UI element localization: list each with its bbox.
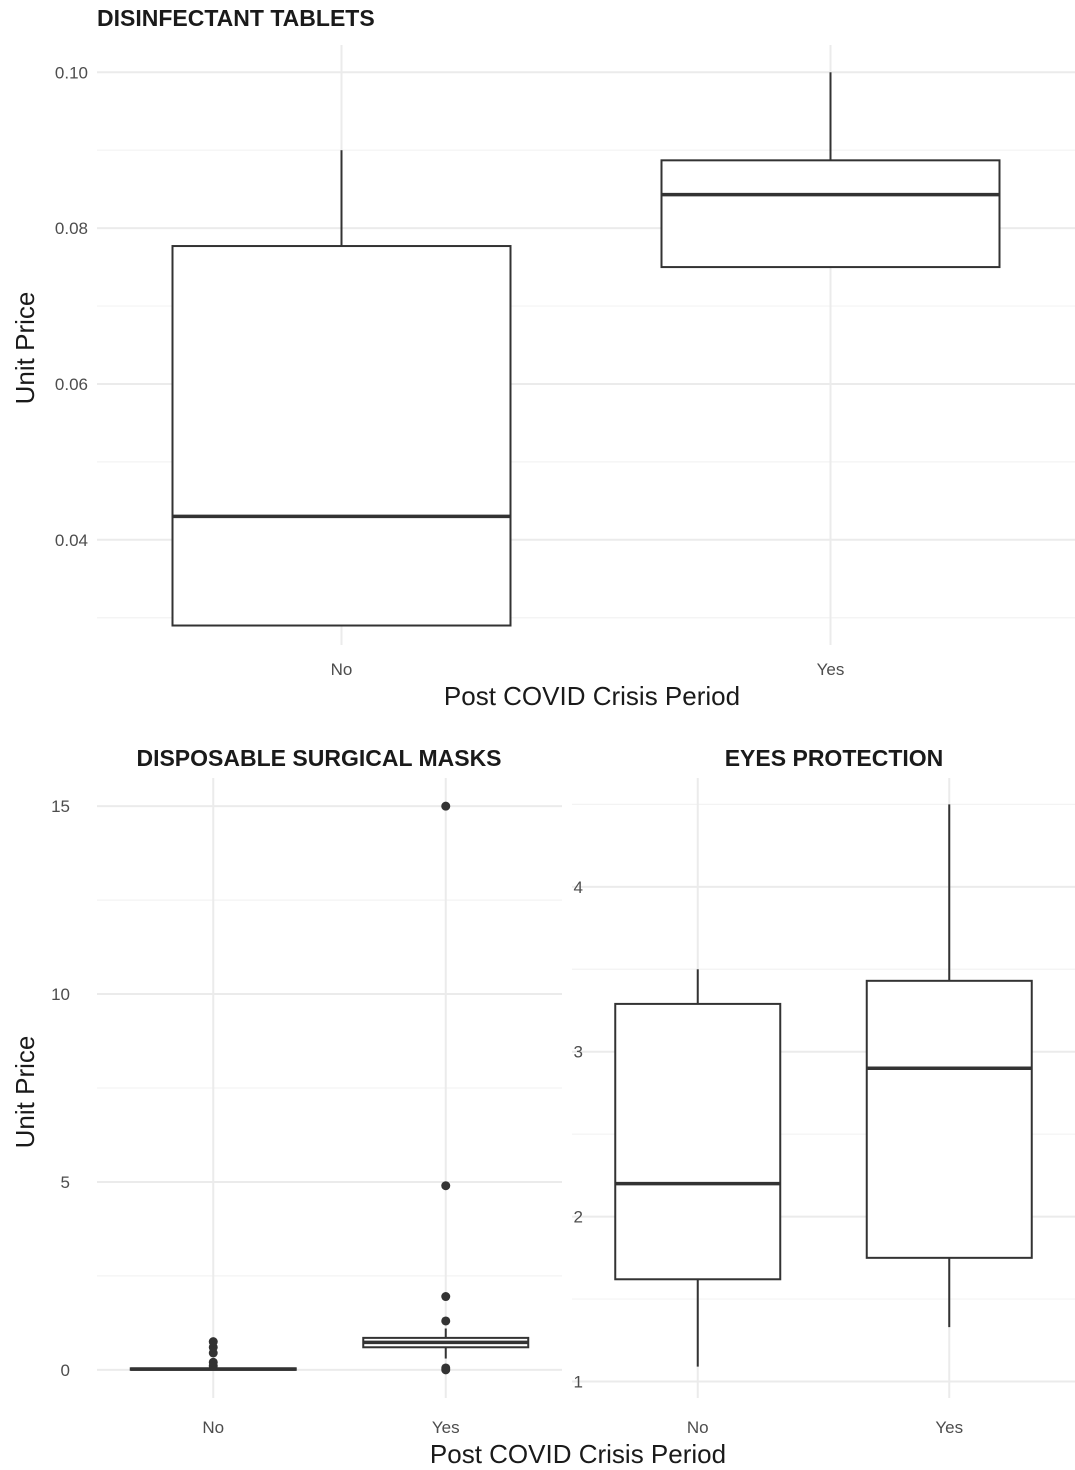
- panel-title-disinfectant-tablets: DISINFECTANT TABLETS: [97, 5, 375, 31]
- box-no: [171, 245, 512, 627]
- panel-title-disposable-surgical-masks: DISPOSABLE SURGICAL MASKS: [136, 745, 501, 771]
- x-tick-label-yes: Yes: [432, 1418, 460, 1437]
- panel-masks-boxes: [129, 801, 530, 1375]
- outlier-point-yes: [441, 801, 451, 811]
- y-tick-label-0p04: 0.04: [55, 531, 88, 550]
- y-tick-label-15: 15: [51, 797, 70, 816]
- panel-masks-tick-labels: 0 5 10 15 No Yes: [51, 797, 460, 1437]
- y-axis-title-bottom: Unit Price: [10, 1036, 40, 1149]
- y-tick-label-0p1: 0.10: [55, 63, 88, 82]
- y-tick-label-0p06: 0.06: [55, 375, 88, 394]
- y-tick-label-5: 5: [61, 1173, 70, 1192]
- outlier-point-no: [208, 1337, 218, 1347]
- y-axis-title-top: Unit Price: [10, 292, 40, 405]
- outlier-point-no: [208, 1357, 218, 1367]
- box-yes: [660, 159, 1001, 269]
- panel-eyes-boxes: [614, 804, 1033, 1367]
- x-tick-label-no: No: [202, 1418, 224, 1437]
- outlier-point-yes: [441, 1181, 451, 1191]
- y-tick-label-1: 1: [574, 1373, 583, 1392]
- y-tick-label-4: 4: [574, 878, 583, 897]
- outlier-point-yes: [441, 1316, 451, 1326]
- outlier-point-yes: [441, 1363, 451, 1373]
- panel-eyes-tick-labels: 1 2 3 4 No Yes: [574, 878, 964, 1437]
- y-tick-label-3: 3: [574, 1043, 583, 1062]
- box-no: [614, 1002, 782, 1281]
- y-tick-label-0: 0: [61, 1361, 70, 1380]
- x-tick-label-yes: Yes: [817, 660, 845, 679]
- x-axis-title-bottom: Post COVID Crisis Period: [430, 1439, 726, 1469]
- x-tick-label-yes: Yes: [935, 1418, 963, 1437]
- y-tick-label-2: 2: [574, 1208, 583, 1227]
- box-yes: [865, 979, 1033, 1259]
- y-tick-label-10: 10: [51, 985, 70, 1004]
- y-tick-label-0p08: 0.08: [55, 219, 88, 238]
- panel-disinfectant-boxes: [171, 72, 1001, 627]
- outlier-point-yes: [441, 1292, 451, 1302]
- panel-title-eyes-protection: EYES PROTECTION: [725, 745, 944, 771]
- x-tick-label-no: No: [331, 660, 353, 679]
- x-axis-title-top: Post COVID Crisis Period: [444, 681, 740, 711]
- panel-disinfectant-tick-labels: 0.04 0.06 0.08 0.10 No Yes: [55, 63, 844, 679]
- x-tick-label-no: No: [687, 1418, 709, 1437]
